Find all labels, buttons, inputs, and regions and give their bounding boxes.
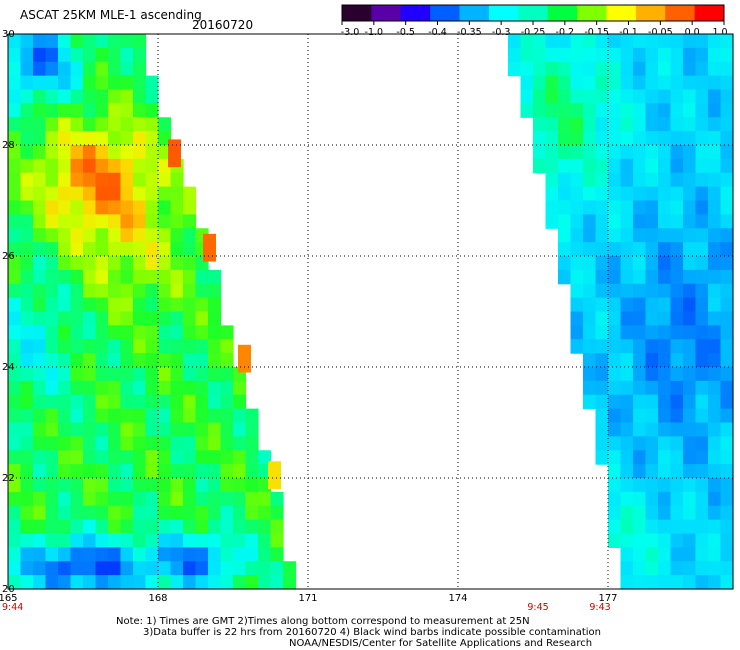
colorbar-tick-label: -0.3 (492, 27, 511, 38)
time-label-left: 9:44 (2, 602, 23, 613)
map-title: ASCAT 25KM MLE-1 ascending (20, 8, 202, 22)
lon-label: 177 (598, 593, 617, 604)
colorbar-tick-label: -0.35 (457, 27, 482, 38)
map-frame (7, 33, 734, 590)
time-label-right: 9:43 (589, 602, 610, 613)
lat-label: 24 (2, 362, 15, 373)
colorbar-tick-label: -0.1 (619, 27, 638, 38)
lon-label: 165 (0, 593, 18, 604)
colorbar-tick-label: -0.05 (648, 27, 673, 38)
time-label-mid: 9:45 (527, 602, 548, 613)
colorbar-tick-label: -0.25 (521, 27, 546, 38)
right-swath-cells (508, 34, 734, 590)
left-swath-cells (8, 34, 297, 590)
swath-edge-cell (268, 461, 281, 490)
lon-label: 174 (448, 593, 467, 604)
lat-label: 26 (2, 251, 15, 262)
colorbar-tick-label: -0.15 (584, 27, 609, 38)
colorbar-tick-label: -0.2 (556, 27, 575, 38)
colorbar-swatch (400, 5, 431, 21)
colorbar-swatch (635, 5, 666, 21)
lat-label: 22 (2, 473, 15, 484)
lat-label: 30 (2, 29, 15, 40)
note-line-3: NOAA/NESDIS/Center for Satellite Applica… (289, 638, 593, 649)
map-date: 20160720 (192, 18, 254, 32)
colorbar-swatch (665, 5, 696, 21)
colorbar-swatch (547, 5, 578, 21)
lat-label: 28 (2, 140, 15, 151)
lon-label: 168 (148, 593, 167, 604)
colorbar-swatch (371, 5, 402, 21)
colorbar-tick-label: 0.0 (685, 27, 700, 38)
lat-label: 20 (2, 584, 15, 595)
colorbar-swatch (694, 5, 725, 21)
swath-edge-cell (203, 233, 216, 262)
colorbar-tick-label: -1.0 (365, 27, 384, 38)
colorbar-tick-label: -3.0 (341, 27, 360, 38)
colorbar-swatch (577, 5, 607, 21)
swath-edge-cell (168, 139, 181, 168)
colorbar-swatch (342, 5, 372, 21)
swath-edge-cell (238, 344, 251, 373)
colorbar-swatch (488, 5, 519, 21)
note-line-2: 3)Data buffer is 22 hrs from 20160720 4)… (143, 627, 601, 638)
colorbar-swatch (518, 5, 549, 21)
lon-label: 171 (298, 593, 317, 604)
colorbar-tick-label: -0.4 (428, 27, 447, 38)
color-scale-bar: -3.0 -1.0 -0.5 -0.4 -0.35 -0.3 -0.25 -0.2 -0.15-… (341, 4, 728, 38)
colorbar-swatch (430, 5, 461, 21)
colorbar-swatch (459, 5, 490, 21)
note-line-1: Note: 1) Times are GMT 2)Times along bot… (116, 616, 530, 627)
colorbar-tick-label: -0.5 (396, 27, 415, 38)
graticule (8, 34, 733, 589)
colorbar-swatch (606, 5, 637, 21)
colorbar-tick-label: 1.0 (712, 27, 727, 38)
